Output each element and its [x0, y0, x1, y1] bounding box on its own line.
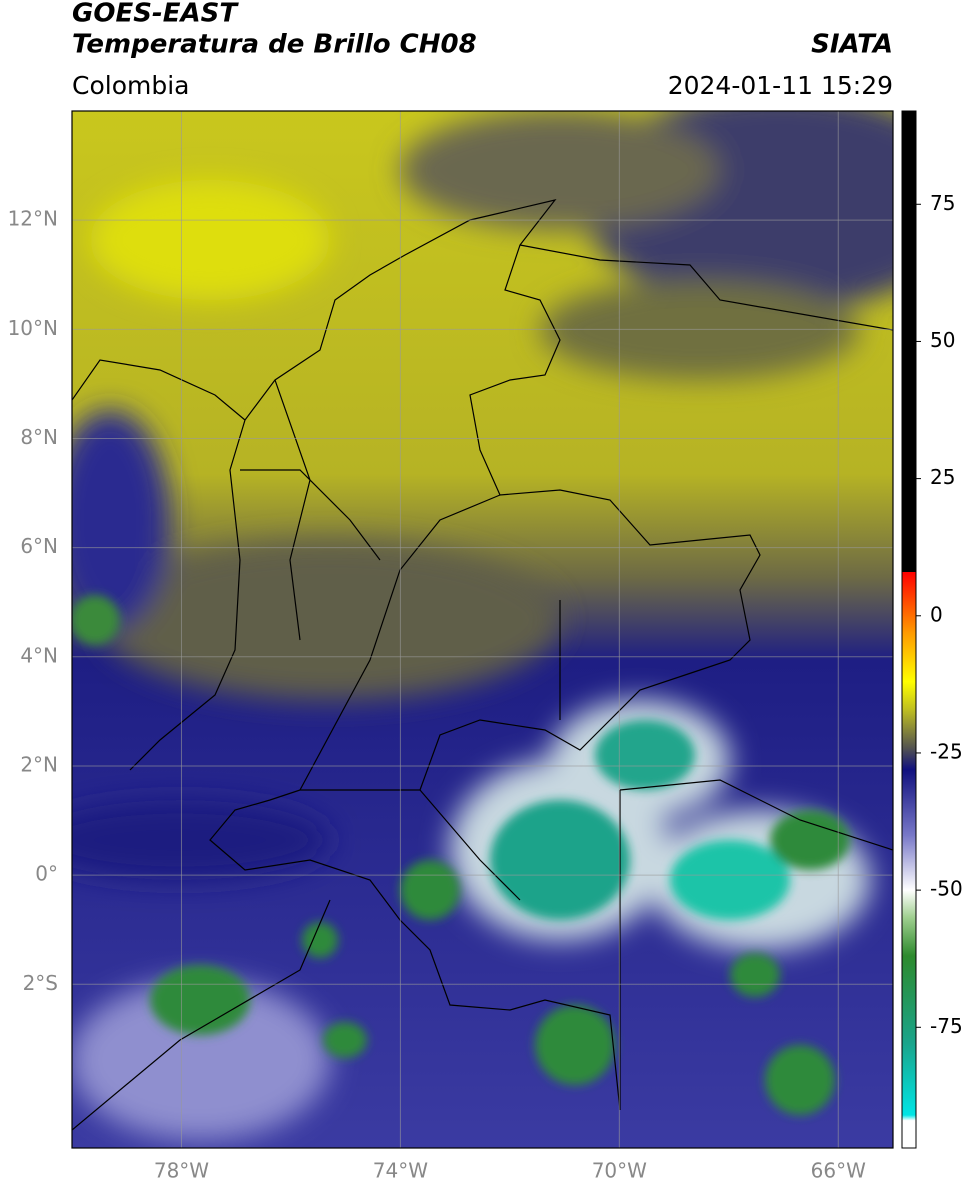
- y-tick-label: 2°S: [23, 971, 58, 995]
- colorbar-tick-label: -50: [930, 877, 963, 901]
- x-tick-label: 74°W: [373, 1159, 428, 1183]
- x-tick-label: 78°W: [154, 1159, 209, 1183]
- imagery: [72, 111, 893, 1148]
- y-tick-label: 8°N: [20, 425, 58, 449]
- colorbar-tick-label: 25: [930, 465, 955, 489]
- product: Temperatura de Brillo CH08: [72, 30, 477, 60]
- borders: [72, 199, 893, 1131]
- y-tick-label: 0°: [35, 862, 58, 886]
- map-frame: [71, 110, 894, 1149]
- region: Colombia: [72, 71, 189, 100]
- x-tick-label: 70°W: [592, 1159, 647, 1183]
- y-tick-label: 2°N: [20, 752, 58, 776]
- colorbar-tick-label: 50: [930, 328, 955, 352]
- colorbar-tick-label: -75: [930, 1014, 963, 1038]
- y-tick-label: 4°N: [20, 643, 58, 667]
- datetime: 2024-01-11 15:29: [668, 71, 893, 100]
- satellite: GOES-EAST: [72, 0, 239, 29]
- x-tick-label: 66°W: [811, 1159, 866, 1183]
- colorbar-tick-label: 0: [930, 602, 943, 626]
- colorbar-tick-label: 75: [930, 191, 955, 215]
- colorbar: [901, 110, 917, 1149]
- y-tick-label: 10°N: [8, 316, 58, 340]
- source: SIATA: [811, 30, 893, 60]
- y-tick-label: 12°N: [8, 207, 58, 231]
- y-tick-label: 6°N: [20, 534, 58, 558]
- colorbar-tick-label: -25: [930, 739, 963, 763]
